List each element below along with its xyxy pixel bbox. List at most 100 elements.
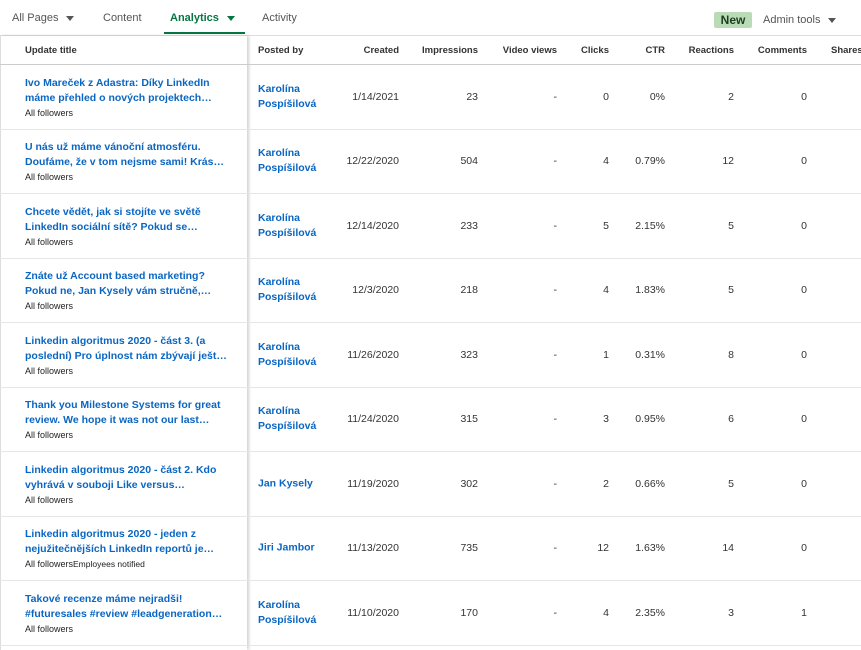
update-title[interactable]: U nás už máme vánoční atmosféru. Doufáme… bbox=[25, 141, 224, 169]
update-title[interactable]: Linkedin algoritmus 2020 - jeden z nejuž… bbox=[25, 528, 215, 556]
caret bbox=[828, 17, 837, 23]
audience: All followers bbox=[25, 172, 237, 182]
title-cell: Znáte už Account based marketing? Pokud … bbox=[25, 269, 237, 311]
cell-ctr: 2.35% bbox=[635, 606, 665, 619]
posted-by[interactable]: Karolína Pospíšilová bbox=[258, 598, 317, 626]
update-title[interactable]: Ivo Mareček z Adastra: Díky LinkedIn mám… bbox=[25, 76, 212, 104]
column-header[interactable]: Clicks bbox=[581, 45, 609, 56]
nav-tab[interactable]: Analytics bbox=[170, 12, 235, 24]
posted-by[interactable]: Jiri Jambor bbox=[258, 541, 315, 554]
cell-ctr: 1.83% bbox=[635, 284, 665, 297]
cell-created: 11/13/2020 bbox=[347, 542, 399, 555]
cell-reactions: 12 bbox=[722, 155, 734, 168]
audience: All followers bbox=[25, 237, 237, 247]
title-cell: Linkedin algoritmus 2020 - jeden z nejuž… bbox=[25, 527, 237, 569]
cell-impressions: 315 bbox=[460, 413, 478, 426]
table-row: Ivo Mareček z Adastra: Díky LinkedIn mám… bbox=[0, 65, 861, 130]
cell-created: 12/22/2020 bbox=[346, 155, 399, 168]
update-title[interactable]: Linkedin algoritmus 2020 - část 3. (a po… bbox=[25, 334, 227, 362]
active-tab-underline bbox=[164, 32, 245, 34]
update-title[interactable]: Znáte už Account based marketing? Pokud … bbox=[25, 270, 212, 298]
cell-comments: 1 bbox=[801, 606, 807, 619]
column-header[interactable]: Shares bbox=[831, 45, 861, 56]
cell-video-views: - bbox=[553, 477, 558, 490]
nav-tab[interactable]: Content bbox=[103, 12, 142, 24]
nav-tab-label[interactable]: Analytics bbox=[170, 12, 219, 24]
posted-by[interactable]: Karolína Pospíšilová bbox=[258, 276, 317, 304]
cell-clicks: 0 bbox=[603, 90, 609, 103]
posted-by[interactable]: Karolína Pospíšilová bbox=[258, 147, 317, 175]
cell-video-views: - bbox=[553, 606, 558, 619]
cell-reactions: 5 bbox=[728, 284, 734, 297]
divider bbox=[0, 35, 861, 36]
table-row: Thank you Milestone Systems for great re… bbox=[0, 388, 861, 452]
column-header[interactable]: CTR bbox=[645, 45, 665, 56]
nav-tab-label[interactable]: Content bbox=[103, 12, 142, 24]
posted-by[interactable]: Karolína Pospíšilová bbox=[258, 405, 317, 433]
new-badge: New bbox=[714, 12, 752, 28]
column-header[interactable]: Update title bbox=[25, 45, 77, 56]
audience-label: All followers bbox=[25, 301, 74, 312]
column-header[interactable]: Video views bbox=[502, 45, 557, 56]
column-header[interactable]: Reactions bbox=[688, 45, 734, 56]
nav-tab-label[interactable]: Activity bbox=[262, 12, 297, 24]
title-cell: Linkedin algoritmus 2020 - část 2. Kdo v… bbox=[25, 463, 237, 505]
cell-video-views: - bbox=[553, 219, 558, 232]
title-cell: Ivo Mareček z Adastra: Díky LinkedIn mám… bbox=[25, 76, 237, 118]
cell-clicks: 4 bbox=[603, 155, 609, 168]
nav-tab[interactable]: Activity bbox=[262, 12, 297, 24]
cell-video-views: - bbox=[553, 348, 558, 361]
admin-tools-label[interactable]: Admin tools bbox=[763, 14, 821, 26]
table-row: Linkedin algoritmus 2020 - jeden z nejuž… bbox=[0, 517, 861, 581]
audience: All followers bbox=[25, 624, 237, 634]
cell-reactions: 14 bbox=[722, 542, 734, 555]
cell-created: 11/19/2020 bbox=[347, 477, 399, 490]
cell-reactions: 2 bbox=[728, 90, 734, 103]
update-title[interactable]: Thank you Milestone Systems for great re… bbox=[25, 399, 221, 427]
caret bbox=[226, 15, 235, 21]
table-row: U nás už máme vánoční atmosféru. Doufáme… bbox=[0, 130, 861, 194]
audience-label: All followers bbox=[25, 623, 74, 634]
audience: All followers bbox=[25, 301, 237, 311]
cell-impressions: 218 bbox=[460, 284, 478, 297]
nav-tab-label[interactable]: All Pages bbox=[12, 12, 59, 24]
audience: All followers bbox=[25, 108, 237, 118]
cell-created: 11/26/2020 bbox=[347, 348, 399, 361]
posted-by[interactable]: Karolína Pospíšilová bbox=[258, 211, 317, 239]
cell-ctr: 0.66% bbox=[635, 477, 665, 490]
cell-comments: 0 bbox=[801, 477, 807, 490]
title-cell: Thank you Milestone Systems for great re… bbox=[25, 398, 237, 440]
cell-ctr: 0.31% bbox=[635, 348, 665, 361]
cell-clicks: 5 bbox=[603, 219, 609, 232]
column-header[interactable]: Posted by bbox=[258, 45, 304, 56]
cell-impressions: 233 bbox=[460, 219, 478, 232]
posted-by[interactable]: Karolína Pospíšilová bbox=[258, 340, 317, 368]
cell-reactions: 3 bbox=[728, 606, 734, 619]
cell-impressions: 735 bbox=[460, 542, 478, 555]
audience-label: All followers bbox=[25, 236, 74, 247]
table-row: Chcete vědět, jak si stojíte ve světě Li… bbox=[0, 194, 861, 259]
admin-tools[interactable]: Admin tools bbox=[763, 14, 837, 26]
update-title[interactable]: Chcete vědět, jak si stojíte ve světě Li… bbox=[25, 205, 201, 233]
update-title[interactable]: Takové recenze máme nejradši! #futuresal… bbox=[25, 592, 223, 620]
cell-comments: 0 bbox=[801, 90, 807, 103]
cell-impressions: 170 bbox=[460, 606, 478, 619]
update-title[interactable]: Linkedin algoritmus 2020 - část 2. Kdo v… bbox=[25, 463, 217, 491]
cell-created: 12/14/2020 bbox=[346, 219, 399, 232]
cell-created: 11/10/2020 bbox=[347, 606, 399, 619]
audience-label: All followers bbox=[25, 494, 74, 505]
cell-clicks: 4 bbox=[603, 284, 609, 297]
table-row: Linkedin algoritmus 2020 - část 2. Kdo v… bbox=[0, 452, 861, 517]
column-header[interactable]: Impressions bbox=[422, 45, 478, 56]
audience-label: All followers bbox=[25, 107, 74, 118]
column-header[interactable]: Comments bbox=[757, 45, 807, 56]
posted-by[interactable]: Karolína Pospíšilová bbox=[258, 82, 317, 110]
cell-video-views: - bbox=[553, 90, 558, 103]
column-header[interactable]: Created bbox=[363, 45, 399, 56]
table-row: Takové recenze máme nejradši! #futuresal… bbox=[0, 581, 861, 646]
posted-by[interactable]: Jan Kysely bbox=[258, 477, 313, 490]
cell-comments: 0 bbox=[801, 413, 807, 426]
nav-tab[interactable]: All Pages bbox=[12, 12, 75, 24]
cell-video-views: - bbox=[553, 155, 558, 168]
cell-comments: 0 bbox=[801, 219, 807, 232]
